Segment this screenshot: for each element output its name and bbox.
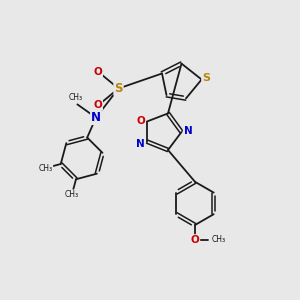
- Text: CH₃: CH₃: [65, 190, 79, 199]
- Text: CH₃: CH₃: [69, 93, 83, 102]
- Text: O: O: [136, 116, 145, 127]
- Text: O: O: [190, 235, 200, 245]
- Text: O: O: [93, 100, 102, 110]
- Text: N: N: [184, 125, 193, 136]
- Text: S: S: [202, 73, 210, 83]
- Text: N: N: [91, 111, 101, 124]
- Text: S: S: [114, 82, 123, 95]
- Text: CH₃: CH₃: [212, 236, 226, 244]
- Text: O: O: [93, 67, 102, 77]
- Text: N: N: [136, 139, 145, 149]
- Text: CH₃: CH₃: [39, 164, 53, 172]
